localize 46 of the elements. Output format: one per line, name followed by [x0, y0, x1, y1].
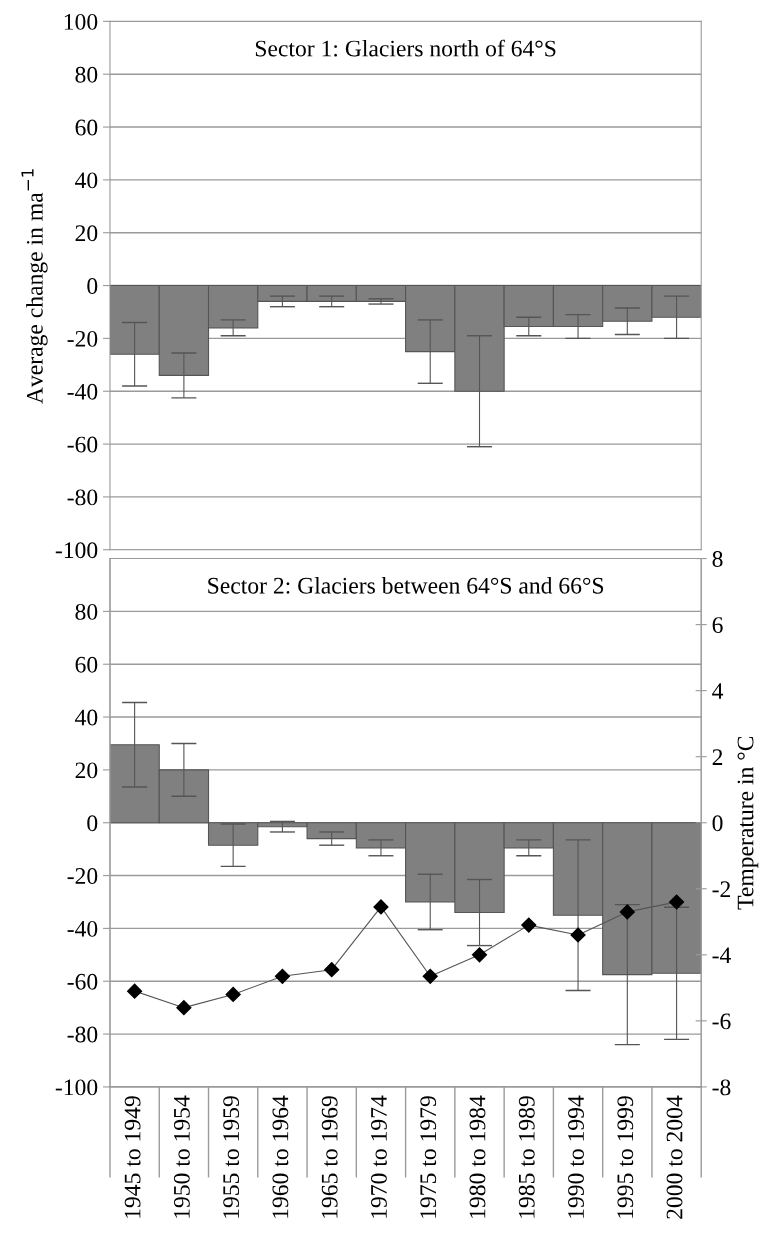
x-tick-label: 1965 to 1969 — [321, 1096, 338, 1218]
y2-axis-title: Temperature in °C — [737, 736, 759, 910]
y-tick-label: 80 — [75, 603, 98, 620]
y-tick-label: 0 — [87, 278, 98, 294]
y-tick-label: 40 — [75, 172, 98, 189]
y-axis-title: Average change in ma$^{−1}$ — [21, 169, 48, 404]
y-tick-label: -80 — [67, 489, 98, 506]
x-tick-label: 1985 to 1989 — [518, 1096, 535, 1218]
y2-tick-label: 8 — [712, 551, 723, 567]
x-tick-label: 1950 to 1954 — [173, 1095, 190, 1218]
y-tick-label: 60 — [75, 656, 98, 673]
y-tick-label: -60 — [67, 973, 98, 990]
y-tick-label: -20 — [67, 330, 98, 347]
x-tick-label: 1995 to 1999 — [617, 1096, 634, 1218]
x-tick-label: 2000 to 2004 — [666, 1095, 683, 1219]
text: Sector 2: Glaciers between 64°S and 66°S — [208, 577, 604, 594]
x-tick-label: 1955 to 1959 — [223, 1096, 240, 1218]
y-tick-label: -100 — [55, 1079, 98, 1096]
text: Sector 1: Glaciers north of 64°S — [255, 39, 556, 57]
y2-tick-label: -6 — [712, 1013, 731, 1030]
y-tick-label: 0 — [87, 815, 98, 832]
y2-tick-label: 6 — [712, 617, 723, 634]
x-tick-label: 1990 to 1994 — [568, 1095, 584, 1218]
y-tick-label: -60 — [67, 436, 98, 453]
y-tick-label: -40 — [67, 920, 98, 937]
y-tick-label: 20 — [75, 225, 98, 242]
y-tick-label: 20 — [75, 762, 98, 779]
y2-tick-label: 4 — [712, 683, 724, 699]
y2-tick-label: -8 — [712, 1079, 731, 1096]
y2-tick-label: -4 — [712, 947, 731, 964]
y-tick-label: 60 — [75, 119, 98, 136]
y-tick-label: 80 — [75, 66, 98, 83]
x-tick-label: 1975 to 1979 — [420, 1096, 437, 1218]
y2-tick-label: -2 — [712, 881, 730, 897]
x-tick-label: 1960 to 1964 — [272, 1095, 289, 1218]
y2-tick-label: 0 — [712, 815, 723, 832]
y-tick-label: 40 — [75, 709, 98, 726]
x-tick-label: 1945 to 1949 — [124, 1096, 141, 1218]
y-tick-label: -40 — [67, 383, 98, 400]
y-tick-label: -80 — [67, 1026, 98, 1043]
x-tick-label: 1980 to 1984 — [469, 1095, 486, 1218]
y2-tick-label: 2 — [712, 749, 723, 765]
y-tick-label: -100 — [55, 542, 98, 559]
x-tick-label: 1970 to 1974 — [370, 1095, 387, 1218]
y-tick-label: 100 — [64, 13, 98, 30]
y-tick-label: -20 — [67, 868, 98, 884]
